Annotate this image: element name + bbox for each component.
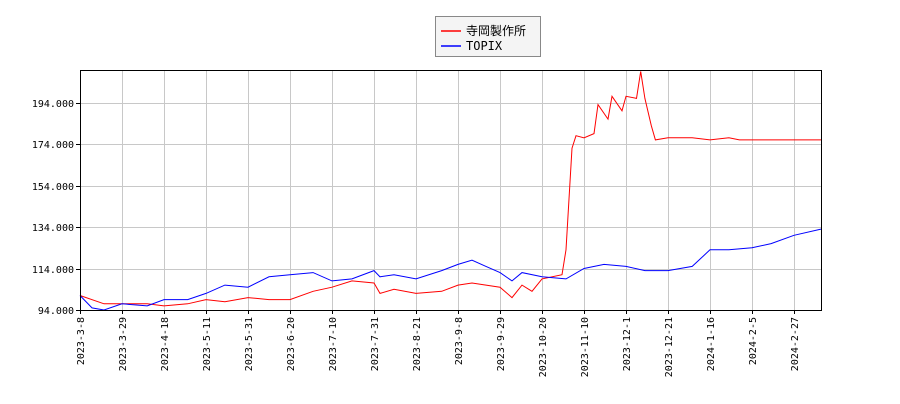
x-tick-label: 2023-11-10	[580, 317, 591, 377]
x-tick-label: 2023-12-1	[622, 317, 633, 371]
x-tick-label: 2023-5-31	[244, 317, 255, 371]
x-tick-label: 2023-7-31	[370, 317, 381, 371]
y-tick-label: 134.000	[32, 223, 74, 234]
x-tick-label: 2023-9-8	[454, 317, 465, 365]
x-tick-label: 2024-1-16	[706, 317, 717, 371]
series-line-0	[79, 71, 821, 307]
x-tick-label: 2024-2-5	[748, 317, 759, 365]
legend: 寺岡製作所 TOPIX	[435, 16, 541, 57]
x-tick-label: 2023-3-29	[118, 317, 129, 371]
y-axis: 94.000 114.000 134.000 154.000 174.000 194.00…	[32, 99, 80, 317]
grid	[80, 70, 821, 311]
y-tick-label: 114.000	[32, 265, 74, 276]
x-tick-label: 2023-10-20	[538, 317, 549, 377]
x-tick-label: 2023-3-8	[76, 317, 87, 365]
series-lines	[79, 71, 822, 311]
legend-label-1: TOPIX	[466, 39, 503, 53]
x-tick-label: 2023-9-29	[496, 317, 507, 371]
plot-frame	[80, 70, 822, 311]
x-tick-label: 2023-4-18	[160, 317, 171, 371]
x-tick-label: 2023-8-21	[412, 317, 423, 371]
x-tick-label: 2023-5-11	[202, 317, 213, 371]
x-tick-label: 2024-2-27	[790, 317, 801, 371]
y-tick-label: 94.000	[38, 306, 74, 317]
x-axis: 2023-3-8 2023-3-29 2023-4-18 2023-5-11 2023-…	[76, 310, 801, 377]
y-tick-label: 194.000	[32, 99, 74, 110]
x-tick-label: 2023-6-20	[286, 317, 297, 371]
x-tick-label: 2023-7-10	[328, 317, 339, 371]
y-tick-label: 174.000	[32, 140, 74, 151]
legend-label-0: 寺岡製作所	[466, 24, 526, 38]
series-line-1	[79, 228, 822, 311]
x-tick-label: 2023-12-21	[664, 317, 675, 377]
y-tick-label: 154.000	[32, 182, 74, 193]
